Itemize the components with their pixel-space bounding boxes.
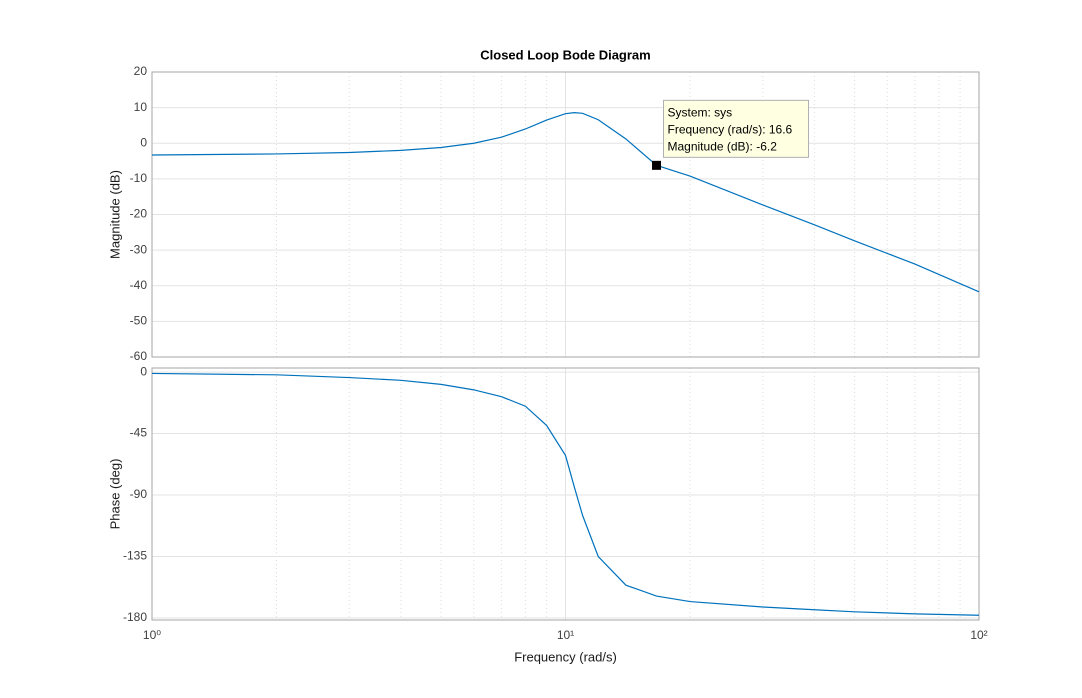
y-tick-label: -40 xyxy=(130,278,148,292)
y-tick-label: -45 xyxy=(130,426,148,440)
y-tick-label: 0 xyxy=(140,364,147,378)
x-tick-label: 10⁰ xyxy=(143,628,161,642)
y-tick-label: -30 xyxy=(130,242,148,256)
datatip-text: System: sys xyxy=(668,106,733,120)
datatip-marker xyxy=(652,160,662,170)
y-tick-label: 0 xyxy=(140,135,147,149)
data-line xyxy=(151,112,980,293)
x-axis-label: Frequency (rad/s) xyxy=(514,649,617,664)
x-tick-label: 10² xyxy=(970,628,987,642)
axes-box xyxy=(151,367,980,621)
y-tick-label: -60 xyxy=(130,349,148,363)
y-tick-label: 20 xyxy=(134,64,148,78)
datatip-text: Magnitude (dB): -6.2 xyxy=(668,140,778,154)
y-tick-label: -50 xyxy=(130,314,148,328)
y-tick-label: -20 xyxy=(130,207,148,221)
datatip-text: Frequency (rad/s): 16.6 xyxy=(668,123,793,137)
y-axis-label: Phase (deg) xyxy=(107,459,122,530)
y-tick-label: -180 xyxy=(123,610,147,624)
chart-title: Closed Loop Bode Diagram xyxy=(480,47,650,62)
x-tick-label: 10¹ xyxy=(557,628,574,642)
y-tick-label: -135 xyxy=(123,549,147,563)
y-tick-label: 10 xyxy=(134,100,148,114)
y-axis-label: Magnitude (dB) xyxy=(107,170,122,259)
y-tick-label: -90 xyxy=(130,487,148,501)
axes-box xyxy=(151,71,980,358)
y-tick-label: -10 xyxy=(130,171,148,185)
data-line xyxy=(151,372,980,616)
datatip-box xyxy=(663,99,810,158)
